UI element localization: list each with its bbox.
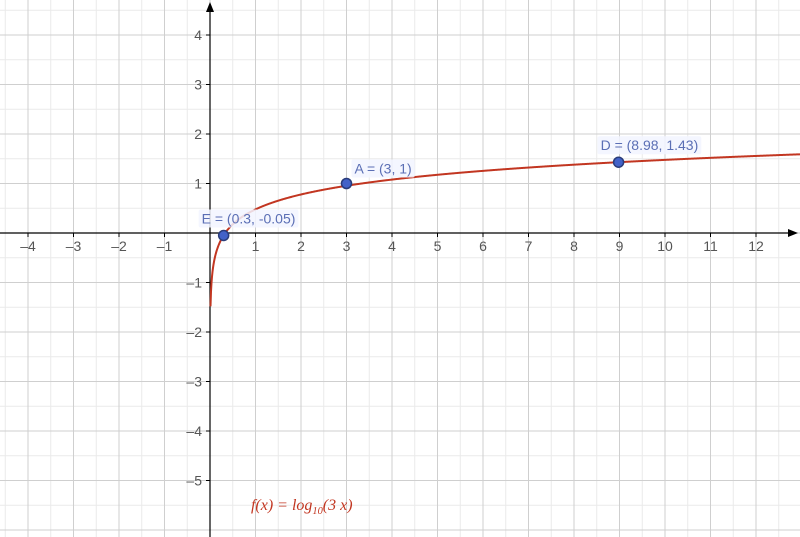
x-tick-label: –2 <box>111 238 127 254</box>
point-e <box>219 230 229 240</box>
y-tick-label: –1 <box>186 275 202 291</box>
x-tick-label: 4 <box>388 238 396 254</box>
point-d <box>614 157 624 167</box>
y-tick-label: –2 <box>186 324 202 340</box>
point-label: E = (0.3, -0.05) <box>202 210 296 226</box>
x-tick-label: 2 <box>297 238 305 254</box>
x-tick-label: 1 <box>252 238 260 254</box>
x-tick-label: –3 <box>66 238 82 254</box>
formula-label: f(x) = log10(3 x) <box>251 497 353 517</box>
x-tick-label: 6 <box>479 238 487 254</box>
y-tick-label: –5 <box>186 473 202 489</box>
y-tick-label: 1 <box>194 176 202 192</box>
y-tick-label: –4 <box>186 423 202 439</box>
point-a <box>342 179 352 189</box>
x-tick-label: 9 <box>616 238 624 254</box>
y-tick-label: 4 <box>194 27 202 43</box>
log-chart: –4–3–2–1123456789101112–5–4–3–2–11234E =… <box>0 0 800 537</box>
x-tick-label: 10 <box>657 238 673 254</box>
x-tick-label: 8 <box>570 238 578 254</box>
chart-bg <box>0 0 800 537</box>
point-label: A = (3, 1) <box>355 161 412 177</box>
x-tick-label: –4 <box>20 238 36 254</box>
point-label: D = (8.98, 1.43) <box>601 137 699 153</box>
y-tick-label: –3 <box>186 374 202 390</box>
x-tick-label: 11 <box>703 238 718 254</box>
x-tick-label: 3 <box>343 238 351 254</box>
x-tick-label: 12 <box>748 238 764 254</box>
y-tick-label: 2 <box>194 126 202 142</box>
y-tick-label: 3 <box>194 77 202 93</box>
x-tick-label: 5 <box>434 238 442 254</box>
x-tick-label: 7 <box>525 238 533 254</box>
x-tick-label: –1 <box>157 238 173 254</box>
